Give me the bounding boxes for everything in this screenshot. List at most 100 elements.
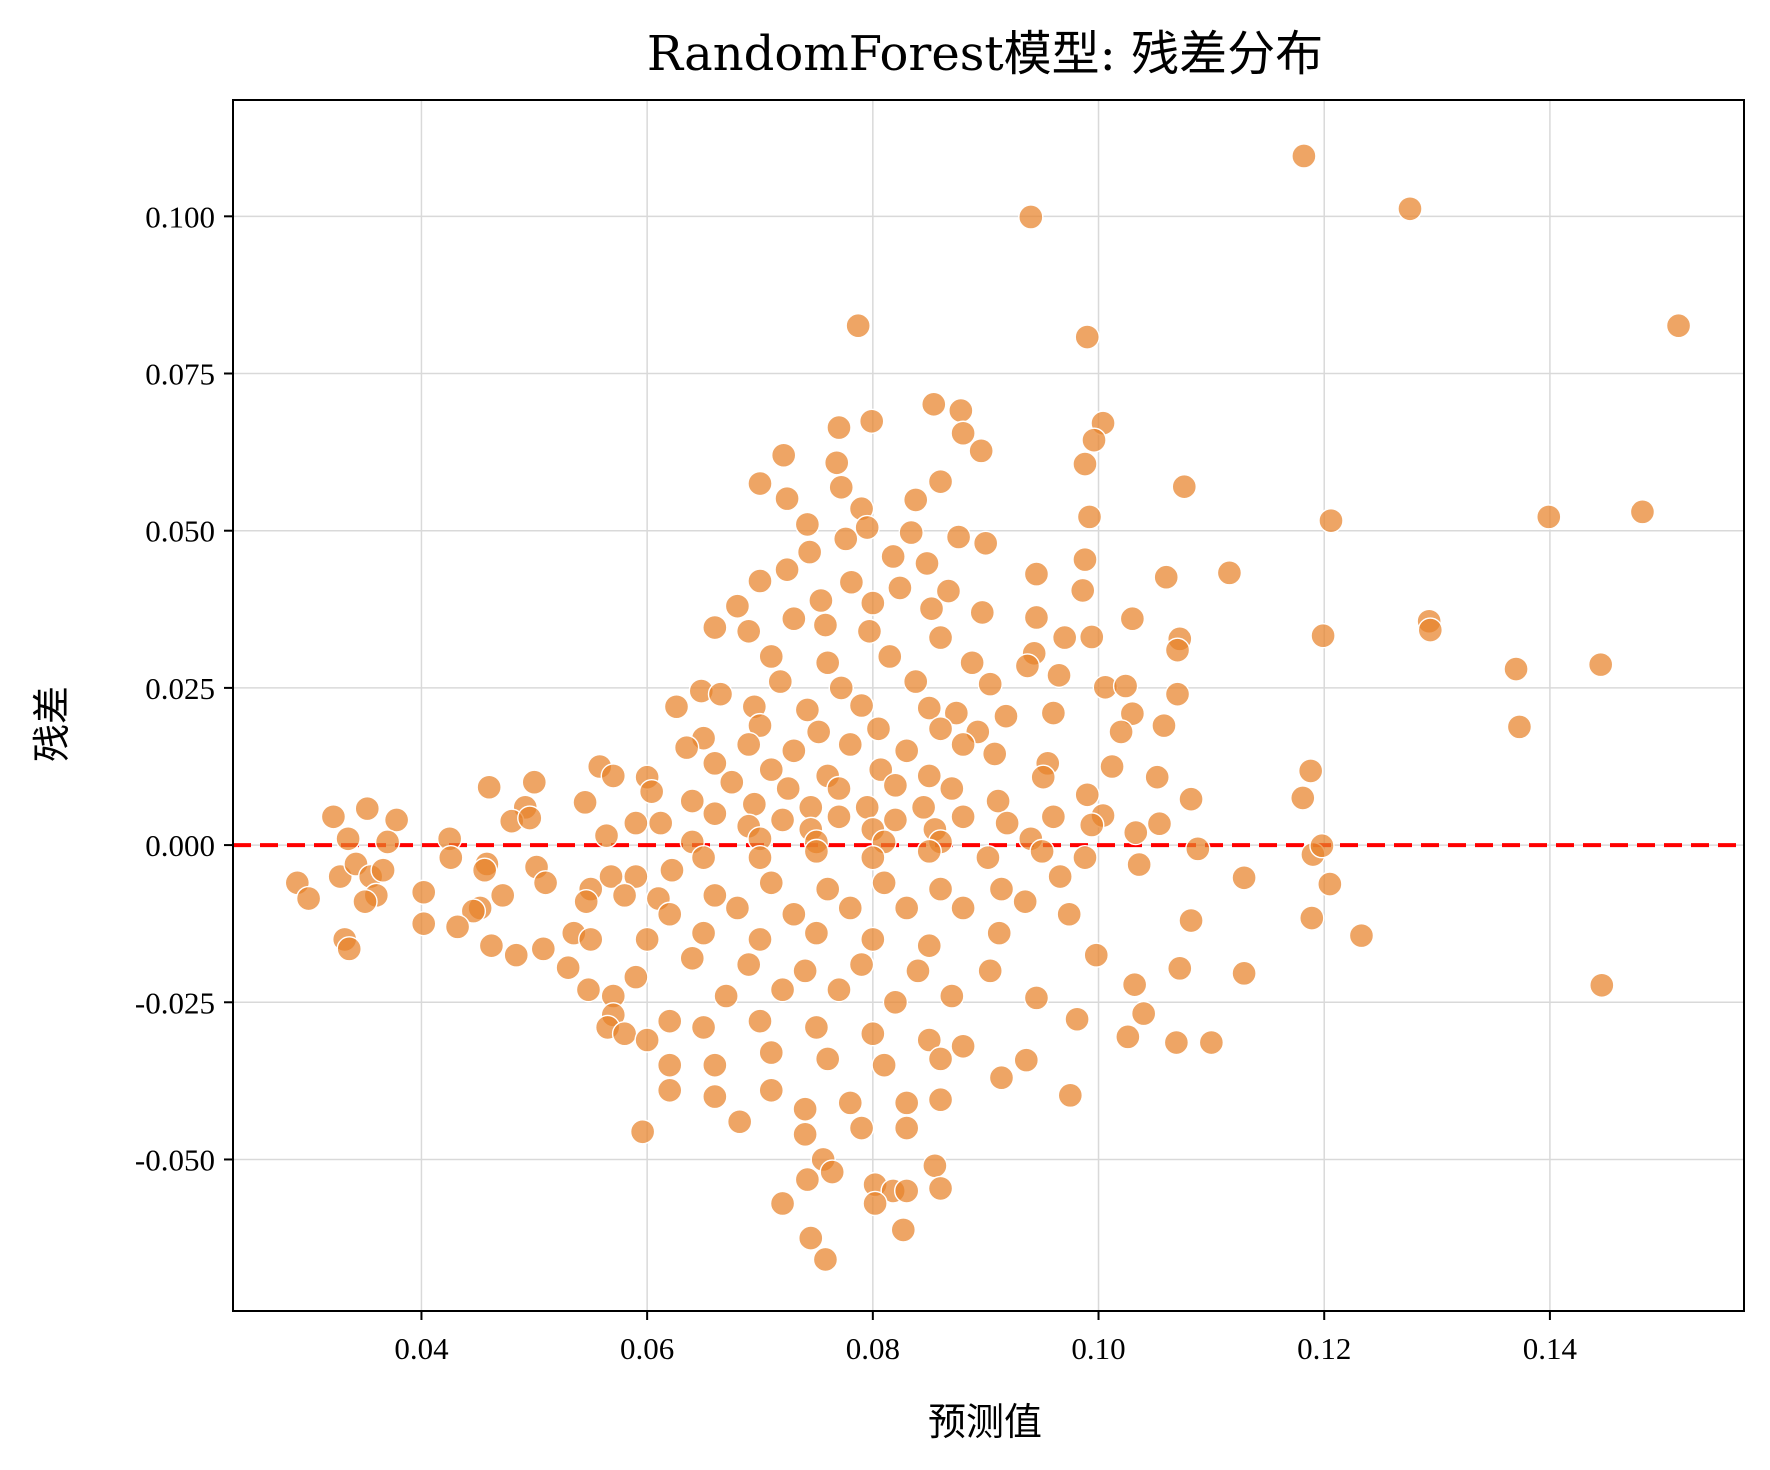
scatter-point — [770, 442, 797, 468]
scatter-point — [444, 914, 471, 940]
scatter-point — [814, 650, 841, 676]
scatter-point — [1589, 972, 1615, 999]
scatter-point — [719, 769, 745, 795]
y-tick-label: 0.100 — [145, 199, 215, 234]
scatter-point — [490, 882, 516, 909]
scatter-point — [798, 794, 824, 821]
scatter-point — [657, 1008, 683, 1034]
scatter-point — [868, 756, 894, 783]
scatter-point — [383, 807, 410, 833]
scatter-point — [903, 668, 929, 695]
scatter-point — [758, 643, 784, 670]
scatter-point — [747, 844, 773, 871]
scatter-point — [1070, 577, 1096, 604]
scatter-point — [1064, 1006, 1090, 1032]
scatter-point — [1151, 712, 1177, 739]
scatter-point — [1121, 971, 1148, 998]
scatter-point — [1076, 504, 1103, 530]
scatter-point — [1046, 662, 1072, 689]
scatter-point — [769, 807, 796, 833]
scatter-point — [673, 734, 700, 761]
scatter-point — [1018, 204, 1044, 230]
scatter-point — [1309, 833, 1335, 859]
scatter-point — [478, 932, 505, 959]
scatter-point — [916, 932, 942, 959]
scatter-point — [726, 1109, 753, 1135]
scatter-point — [747, 712, 773, 739]
scatter-point — [634, 926, 660, 953]
scatter-point — [1023, 561, 1050, 587]
scatter-point — [1536, 504, 1562, 530]
scatter-point — [1072, 546, 1098, 573]
scatter-point — [794, 511, 821, 538]
scatter-point — [945, 524, 972, 550]
scatter-point — [1164, 637, 1191, 663]
scatter-point — [943, 700, 970, 726]
scatter-point — [986, 920, 1012, 946]
x-tick-label: 0.14 — [1523, 1331, 1578, 1366]
scatter-point — [370, 857, 396, 883]
scatter-point — [611, 882, 638, 909]
scatter-point — [927, 716, 954, 742]
scatter-point — [950, 731, 976, 758]
y-axis-label: 残差 — [30, 686, 74, 762]
x-tick-label: 0.06 — [620, 1331, 674, 1366]
scatter-point — [1074, 782, 1100, 808]
scatter-point — [950, 420, 976, 446]
chart-title: RandomForest模型: 残差分布 — [647, 26, 1323, 82]
scatter-point — [736, 618, 762, 645]
scatter-point — [1023, 985, 1050, 1011]
scatter-point — [838, 569, 865, 595]
y-tick-label: -0.050 — [135, 1142, 215, 1177]
scatter-point — [623, 810, 649, 836]
scatter-point — [871, 1052, 897, 1078]
scatter-point — [1665, 313, 1692, 339]
scatter-point — [774, 556, 800, 583]
scatter-point — [1318, 507, 1344, 534]
scatter-point — [657, 1077, 683, 1104]
scatter-point — [824, 450, 850, 476]
scatter-point — [792, 1096, 818, 1122]
scatter-point — [1074, 324, 1100, 350]
scatter-point — [803, 1014, 830, 1041]
scatter-point — [1587, 651, 1614, 678]
scatter-point — [1030, 764, 1056, 790]
scatter-point — [1072, 451, 1098, 477]
scatter-point — [657, 901, 683, 927]
scatter-point — [634, 1027, 660, 1053]
scatter-point — [860, 926, 886, 953]
scatter-point — [781, 606, 807, 632]
scatter-point — [921, 391, 947, 418]
scatter-point — [1146, 811, 1173, 837]
scatter-point — [887, 575, 913, 601]
scatter-point — [1417, 617, 1443, 643]
scatter-point — [905, 958, 931, 984]
scatter-point — [1397, 196, 1423, 222]
scatter-point — [860, 590, 886, 616]
scatter-point — [890, 1217, 917, 1243]
scatter-point — [1123, 819, 1149, 846]
x-axis-ticks: 0.04 0.06 0.08 0.10 0.12 0.14 — [394, 1311, 1578, 1366]
scatter-point — [747, 1008, 773, 1034]
scatter-point — [521, 769, 547, 795]
scatter-point — [1291, 143, 1317, 169]
scatter-point — [1013, 1047, 1040, 1073]
scatter-point — [862, 1190, 888, 1217]
scatter-point — [758, 1077, 784, 1104]
scatter-point — [927, 468, 954, 495]
scatter-point — [573, 888, 599, 915]
scatter-point — [598, 863, 624, 890]
scatter-point — [918, 595, 945, 622]
scatter-point — [826, 804, 852, 830]
scatter-point — [792, 1121, 818, 1148]
scatter-point — [792, 958, 818, 984]
scatter-point — [950, 895, 976, 921]
scatter-point — [659, 857, 685, 883]
scatter-point — [833, 526, 859, 552]
scatter-point — [988, 876, 1015, 902]
scatter-point — [295, 885, 322, 912]
scatter-point — [916, 695, 942, 721]
scatter-point — [982, 741, 1008, 767]
scatter-point — [819, 1159, 845, 1185]
scatter-point — [828, 474, 854, 501]
